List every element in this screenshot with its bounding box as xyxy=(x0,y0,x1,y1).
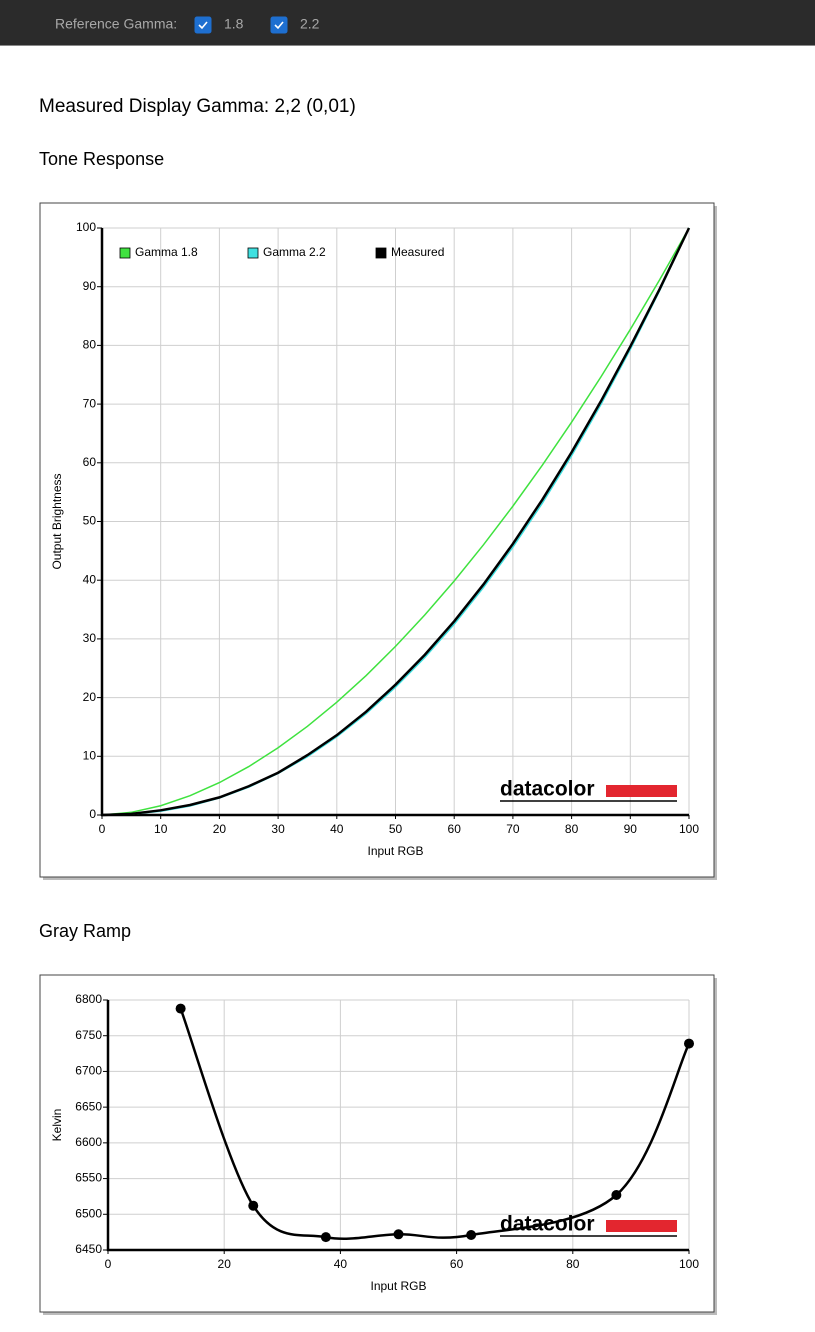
section-title: Tone Response xyxy=(39,149,164,169)
watermark-bar xyxy=(606,785,677,797)
y-tick-label: 30 xyxy=(83,631,97,645)
y-axis-label: Kelvin xyxy=(50,1109,64,1142)
x-tick-label: 30 xyxy=(271,822,285,836)
x-tick-label: 10 xyxy=(154,822,168,836)
x-tick-label: 80 xyxy=(565,822,579,836)
section-title: Gray Ramp xyxy=(39,921,131,941)
data-point xyxy=(611,1190,622,1200)
legend-swatch xyxy=(247,247,259,259)
series-line xyxy=(101,227,691,817)
checkbox-label: 1.8 xyxy=(224,16,244,32)
series-line xyxy=(101,227,690,816)
toolbar-label: Reference Gamma: xyxy=(55,16,177,32)
data-point xyxy=(248,1200,259,1211)
watermark: datacolor xyxy=(500,778,595,801)
chart-frame xyxy=(39,202,715,878)
x-tick-label: 20 xyxy=(218,1257,232,1271)
y-tick-label: 70 xyxy=(83,396,97,410)
y-tick-label: 60 xyxy=(83,455,97,469)
y-tick-label: 20 xyxy=(83,690,97,704)
data-point xyxy=(684,1038,694,1049)
y-tick-label: 6500 xyxy=(75,1206,102,1220)
x-axis-label: Input RGB xyxy=(367,844,423,858)
x-tick-label: 60 xyxy=(448,822,462,836)
y-tick-label: 6650 xyxy=(75,1099,102,1113)
y-tick-label: 6450 xyxy=(75,1242,102,1256)
x-tick-label: 40 xyxy=(334,1257,348,1271)
checkmark xyxy=(274,21,284,30)
x-axis-label: Input RGB xyxy=(370,1279,426,1293)
x-tick-label: 80 xyxy=(566,1257,580,1271)
watermark-bar xyxy=(606,1220,677,1232)
y-axis-label: Output Brightness xyxy=(50,473,64,569)
checkbox-label: 2.2 xyxy=(300,16,320,32)
legend-label: Measured xyxy=(391,245,444,259)
x-tick-label: 0 xyxy=(105,1257,112,1271)
x-tick-label: 60 xyxy=(450,1257,464,1271)
measurement: Measured Display Gamma: 2,2 (0,01) xyxy=(39,96,356,117)
x-tick-label: 100 xyxy=(679,822,699,836)
y-tick-label: 80 xyxy=(83,338,97,352)
chart-frame xyxy=(39,974,715,1313)
x-tick-label: 90 xyxy=(624,822,638,836)
legend-label: Gamma 2.2 xyxy=(263,245,326,259)
x-tick-label: 20 xyxy=(213,822,227,836)
data-point xyxy=(175,1003,186,1014)
legend-label: Gamma 1.8 xyxy=(135,245,198,259)
data-point xyxy=(320,1232,331,1243)
y-tick-label: 6700 xyxy=(75,1064,102,1078)
y-tick-label: 100 xyxy=(76,220,96,234)
y-tick-label: 0 xyxy=(89,807,96,821)
data-point xyxy=(466,1230,477,1240)
x-tick-label: 100 xyxy=(679,1257,699,1271)
y-tick-label: 90 xyxy=(83,279,97,293)
y-tick-label: 6550 xyxy=(75,1171,102,1185)
y-tick-label: 6750 xyxy=(75,1028,102,1042)
checkbox[interactable] xyxy=(194,16,212,34)
legend-swatch xyxy=(119,247,131,259)
toolbar xyxy=(0,0,815,45)
y-tick-label: 10 xyxy=(83,748,97,762)
y-tick-label: 40 xyxy=(83,572,97,586)
y-tick-label: 50 xyxy=(83,514,97,528)
x-tick-label: 0 xyxy=(99,822,106,836)
x-tick-label: 70 xyxy=(506,822,520,836)
x-tick-label: 40 xyxy=(330,822,344,836)
legend-swatch xyxy=(375,247,387,259)
data-point xyxy=(393,1229,404,1240)
checkmark xyxy=(198,21,208,30)
x-tick-label: 50 xyxy=(389,822,403,836)
y-tick-label: 6800 xyxy=(75,992,102,1006)
checkbox[interactable] xyxy=(270,16,288,34)
y-tick-label: 6600 xyxy=(75,1135,102,1149)
